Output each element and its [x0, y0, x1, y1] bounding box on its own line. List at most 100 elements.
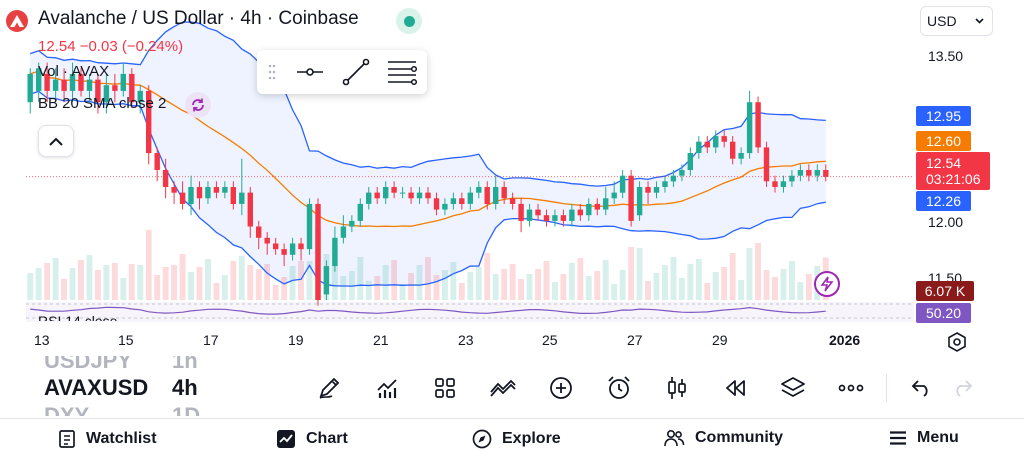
- nav-explore-label: Explore: [502, 430, 561, 447]
- layout-button[interactable]: [416, 366, 474, 410]
- trend-line-tool-button[interactable]: [333, 50, 379, 94]
- volume-bar: [805, 274, 812, 300]
- volume-bar: [721, 267, 728, 300]
- volume-bar: [69, 268, 76, 300]
- nav-menu[interactable]: Menu: [889, 429, 959, 447]
- volume-bar: [484, 253, 491, 300]
- candle-body: [611, 192, 617, 199]
- candle-body: [476, 187, 482, 193]
- candle-body: [577, 209, 583, 216]
- lightning-icon[interactable]: [814, 271, 840, 297]
- candle-body: [69, 73, 76, 91]
- rsi-badge: 50.20: [916, 303, 971, 323]
- compass-icon: [472, 429, 492, 449]
- time-axis-label: 23: [458, 332, 474, 348]
- volume-bar: [120, 278, 127, 300]
- compare-button[interactable]: [474, 366, 532, 410]
- time-axis-label: 15: [118, 332, 134, 348]
- undo-button[interactable]: [893, 366, 951, 410]
- collapse-legend-button[interactable]: [38, 125, 74, 157]
- time-axis-label: 13: [34, 332, 50, 348]
- candle-body: [408, 192, 414, 199]
- nav-watchlist[interactable]: Watchlist: [58, 429, 157, 449]
- symbol-option-current[interactable]: AVAXUSD: [44, 375, 148, 401]
- candle-body: [425, 192, 431, 199]
- symbol-title[interactable]: Avalanche / US Dollar · 4h · Coinbase: [38, 8, 359, 30]
- currency-select[interactable]: USD: [920, 6, 993, 36]
- drawing-tools-button[interactable]: [300, 366, 358, 410]
- fib-tool-button[interactable]: [379, 50, 425, 94]
- volume-bar: [196, 267, 203, 300]
- candle-body: [450, 198, 457, 204]
- candle-body: [323, 266, 330, 295]
- last-price-badge: 12.54 03:21:06: [916, 152, 990, 190]
- drag-handle-icon[interactable]: [257, 64, 287, 80]
- candle-body: [780, 181, 787, 187]
- symbol-picker[interactable]: USDJPY 1h AVAXUSD 4h DXY 1D: [0, 356, 300, 416]
- interval-current[interactable]: 4h: [172, 375, 198, 400]
- volume-bar: [738, 280, 745, 300]
- add-symbol-button[interactable]: [532, 366, 590, 410]
- symbol-option-next[interactable]: DXY: [44, 403, 89, 416]
- candle-body: [213, 187, 220, 193]
- refresh-icon[interactable]: [185, 92, 211, 118]
- volume-bar: [789, 261, 795, 300]
- time-axis-label: 19: [288, 332, 304, 348]
- candle-body: [687, 153, 693, 170]
- volume-bar: [729, 253, 736, 300]
- candle-body: [374, 192, 380, 199]
- volume-bar: [695, 259, 702, 300]
- volume-bar: [213, 283, 220, 300]
- bb-lower-badge: 12.26: [916, 191, 971, 211]
- nav-community[interactable]: Community: [663, 429, 783, 447]
- watchlist-icon: [59, 430, 75, 448]
- redo-button[interactable]: [951, 366, 995, 410]
- bollinger-indicator-label[interactable]: BB 20 SMA close 2: [38, 95, 167, 112]
- volume-bar: [78, 260, 84, 300]
- volume-bar: [560, 274, 567, 300]
- community-icon: [664, 429, 685, 447]
- symbol-option-prev[interactable]: USDJPY: [44, 356, 132, 374]
- object-tree-button[interactable]: [764, 366, 822, 410]
- symbol-title-text: Avalanche / US Dollar · 4h · Coinbase: [38, 8, 359, 29]
- candle-body: [628, 175, 634, 221]
- compare-icon: [490, 379, 516, 397]
- volume-bar: [298, 261, 304, 300]
- candle-body: [535, 209, 541, 216]
- chart-settings-icon[interactable]: [946, 331, 968, 353]
- candle-body: [814, 170, 820, 176]
- candles-icon: [668, 377, 686, 399]
- volume-bar: [577, 258, 584, 300]
- candle-body: [501, 187, 507, 199]
- fib-retracement-icon: [388, 61, 418, 85]
- alert-button[interactable]: [590, 366, 648, 410]
- candle-body: [205, 187, 211, 199]
- volume-bar: [425, 257, 431, 300]
- volume-bar: [162, 267, 169, 300]
- candle-body: [52, 79, 59, 91]
- volume-indicator-label[interactable]: Vol · AVAX: [38, 63, 110, 80]
- volume-bar: [365, 281, 372, 300]
- volume-bar: [518, 279, 524, 300]
- indicators-button[interactable]: [358, 366, 416, 410]
- nav-explore[interactable]: Explore: [472, 429, 561, 449]
- replay-button[interactable]: [706, 366, 764, 410]
- more-button[interactable]: [822, 366, 880, 410]
- candle-body: [103, 85, 110, 103]
- nav-chart[interactable]: Chart: [276, 429, 348, 449]
- rsi-indicator-label[interactable]: RSI 14 close: [38, 313, 118, 321]
- volume-bar: [128, 264, 135, 300]
- candle-body: [298, 243, 304, 250]
- candle-body: [442, 203, 448, 210]
- volume-bar: [687, 264, 694, 300]
- candle-body: [789, 175, 795, 182]
- volume-bar: [230, 261, 237, 300]
- chart-type-button[interactable]: [648, 366, 706, 410]
- horizontal-line-tool-button[interactable]: [287, 50, 333, 94]
- candle-body: [86, 79, 93, 91]
- volume-bar: [103, 265, 110, 300]
- volume-bar: [171, 265, 177, 300]
- candle-body: [273, 243, 279, 250]
- volume-bar: [382, 265, 389, 300]
